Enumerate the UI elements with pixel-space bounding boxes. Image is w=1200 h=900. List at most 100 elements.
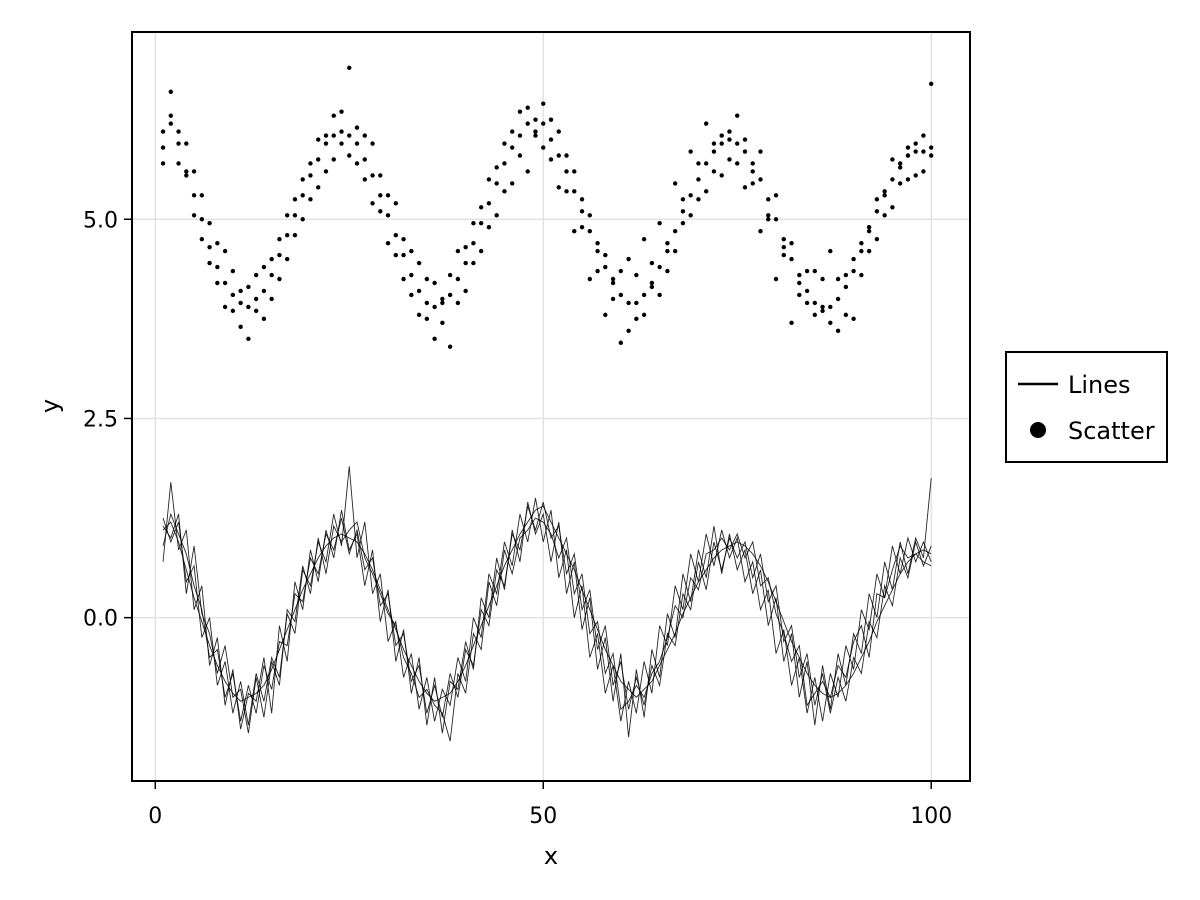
scatter-point xyxy=(440,320,445,326)
scatter-point xyxy=(696,197,701,202)
scatter-point xyxy=(238,324,243,330)
scatter-point xyxy=(696,161,701,166)
scatter-point xyxy=(820,304,825,310)
scatter-point xyxy=(277,252,282,258)
scatter-point xyxy=(424,276,430,282)
scatter-point xyxy=(471,221,476,226)
scatter-point xyxy=(463,244,468,250)
scatter-point xyxy=(603,264,608,270)
scatter-point xyxy=(874,236,880,242)
scatter-point xyxy=(292,197,298,202)
scatter-point xyxy=(789,240,794,246)
scatter-point xyxy=(828,320,833,326)
scatter-point xyxy=(913,141,918,146)
scatter-point xyxy=(494,165,499,170)
scatter-point xyxy=(517,133,523,138)
scatter-point xyxy=(284,232,290,238)
scatter-point xyxy=(362,133,367,138)
scatter-point xyxy=(176,161,181,166)
scatter-point xyxy=(246,284,251,290)
scatter-point xyxy=(432,336,437,341)
scatter-point xyxy=(703,121,709,126)
scatter-point xyxy=(610,276,616,282)
scatter-point xyxy=(215,264,220,270)
scatter-point xyxy=(432,280,437,286)
scatter-point xyxy=(634,316,639,322)
scatter-point xyxy=(890,205,895,210)
scatter-point xyxy=(610,280,616,286)
scatter-point xyxy=(595,268,600,274)
scatter-point xyxy=(168,113,173,118)
scatter-point xyxy=(440,296,445,302)
scatter-point xyxy=(766,197,771,202)
scatter-point xyxy=(416,288,422,294)
scatter-point xyxy=(874,209,880,214)
scatter-point xyxy=(502,189,507,194)
scatter-point xyxy=(447,292,453,298)
scatter-point xyxy=(587,276,592,282)
scatter-point xyxy=(184,169,189,174)
scatter-point xyxy=(253,272,259,278)
scatter-point xyxy=(603,312,608,318)
scatter-point xyxy=(510,181,515,186)
scatter-point xyxy=(339,109,344,114)
scatter-point xyxy=(929,153,934,158)
scatter-point xyxy=(300,177,305,182)
scatter-point xyxy=(804,300,810,306)
scatter-point xyxy=(657,292,662,298)
y-tick-label: 0.0 xyxy=(83,607,118,632)
scatter-point xyxy=(828,248,833,254)
scatter-point xyxy=(215,240,220,246)
scatter-point xyxy=(595,248,600,254)
series-line-5 xyxy=(162,513,932,742)
scatter-point xyxy=(587,229,592,234)
legend-box xyxy=(1005,351,1168,463)
scatter-point xyxy=(727,157,732,162)
scatter-point xyxy=(890,157,895,162)
scatter-point xyxy=(703,189,709,194)
scatter-point xyxy=(882,213,887,218)
scatter-point xyxy=(385,240,391,246)
scatter-point xyxy=(572,229,577,234)
scatter-point xyxy=(447,272,453,278)
scatter-point xyxy=(269,272,274,278)
scatter-point xyxy=(401,252,406,258)
scatter-point xyxy=(665,268,670,274)
scatter-point xyxy=(261,288,267,294)
scatter-point xyxy=(207,260,212,266)
scatter-point xyxy=(471,260,476,266)
scatter-point xyxy=(742,185,748,190)
scatter-point xyxy=(859,248,864,254)
scatter-point xyxy=(393,232,399,238)
scatter-point xyxy=(222,280,228,286)
scatter-point xyxy=(409,248,414,254)
scatter-point xyxy=(238,288,243,294)
scatter-point xyxy=(502,161,507,166)
scatter-point xyxy=(533,117,538,122)
scatter-point xyxy=(758,149,763,154)
scatter-point xyxy=(191,213,197,218)
series-scatter xyxy=(160,65,934,349)
scatter-point xyxy=(432,304,437,310)
scatter-point xyxy=(641,312,647,318)
scatter-point xyxy=(510,145,515,150)
scatter-point xyxy=(378,173,383,178)
scatter-point xyxy=(222,248,228,254)
scatter-point xyxy=(486,225,492,230)
scatter-point xyxy=(323,169,329,174)
y-tick-label: 2.5 xyxy=(83,407,118,432)
scatter-point xyxy=(804,268,810,274)
scatter-point xyxy=(184,173,189,178)
scatter-point xyxy=(649,260,655,266)
scatter-point xyxy=(316,137,321,142)
scatter-point xyxy=(618,340,624,345)
scatter-point xyxy=(727,137,732,142)
scatter-point xyxy=(564,169,569,174)
scatter-point xyxy=(510,129,515,134)
scatter-point xyxy=(556,153,561,158)
scatter-point xyxy=(657,264,662,270)
scatter-point xyxy=(703,161,709,166)
scatter-point xyxy=(797,272,802,278)
scatter-point xyxy=(215,280,220,286)
